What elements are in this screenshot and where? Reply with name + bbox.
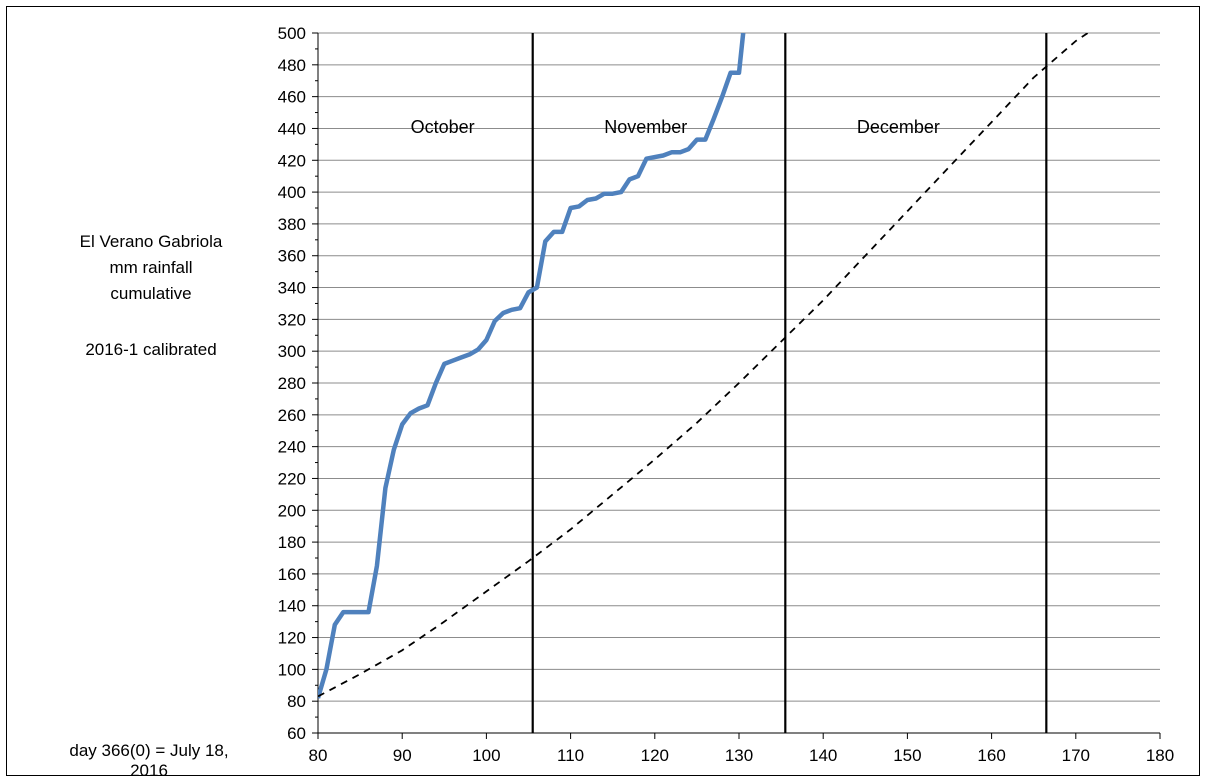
y-tick-label-480: 480 [278, 56, 306, 75]
y-tick-label-460: 460 [278, 88, 306, 107]
day-note-line-1: day 366(0) = July 18, [69, 741, 229, 760]
y-tick-label-80: 80 [287, 692, 306, 711]
x-tick-label-130: 130 [725, 746, 753, 765]
y-tick-label-160: 160 [278, 565, 306, 584]
y-tick-label-200: 200 [278, 501, 306, 520]
x-tick-label-150: 150 [893, 746, 921, 765]
y-tick-label-340: 340 [278, 279, 306, 298]
day-note-line-2: 2016 [130, 761, 168, 780]
x-tick-label-100: 100 [472, 746, 500, 765]
y-tick-label-260: 260 [278, 406, 306, 425]
x-tick-label-80: 80 [309, 746, 328, 765]
y-tick-label-100: 100 [278, 660, 306, 679]
y-label-line-5: 2016-1 calibrated [85, 340, 217, 359]
y-tick-label-120: 120 [278, 629, 306, 648]
x-tick-label-90: 90 [393, 746, 412, 765]
y-tick-label-400: 400 [278, 183, 306, 202]
x-tick-label-160: 160 [977, 746, 1005, 765]
month-label-october: October [411, 117, 475, 137]
x-tick-label-140: 140 [809, 746, 837, 765]
y-tick-label-380: 380 [278, 215, 306, 234]
x-tick-label-120: 120 [641, 746, 669, 765]
x-tick-label-110: 110 [557, 746, 584, 765]
y-tick-label-300: 300 [278, 342, 306, 361]
y-tick-label-320: 320 [278, 310, 306, 329]
y-label-line-1: El Verano Gabriola [79, 232, 223, 251]
y-tick-label-280: 280 [278, 374, 306, 393]
y-tick-label-440: 440 [278, 119, 306, 138]
y-tick-label-220: 220 [278, 469, 306, 488]
y-tick-label-500: 500 [278, 24, 306, 43]
chart-frame [6, 6, 1200, 776]
month-label-november: November [604, 117, 687, 137]
x-tick-label-180: 180 [1146, 746, 1174, 765]
y-tick-label-180: 180 [278, 533, 306, 552]
reference-dashed-line [318, 33, 1090, 698]
y-tick-label-360: 360 [278, 247, 306, 266]
y-label-line-3: cumulative [110, 284, 192, 303]
y-tick-label-420: 420 [278, 151, 306, 170]
x-tick-label-170: 170 [1062, 746, 1090, 765]
y-tick-label-240: 240 [278, 438, 306, 457]
month-label-december: December [857, 117, 940, 137]
cumulative-rainfall-line [318, 33, 746, 699]
y-tick-label-140: 140 [278, 597, 306, 616]
y-tick-label-60: 60 [287, 724, 306, 743]
y-label-line-2: mm rainfall [109, 258, 193, 277]
